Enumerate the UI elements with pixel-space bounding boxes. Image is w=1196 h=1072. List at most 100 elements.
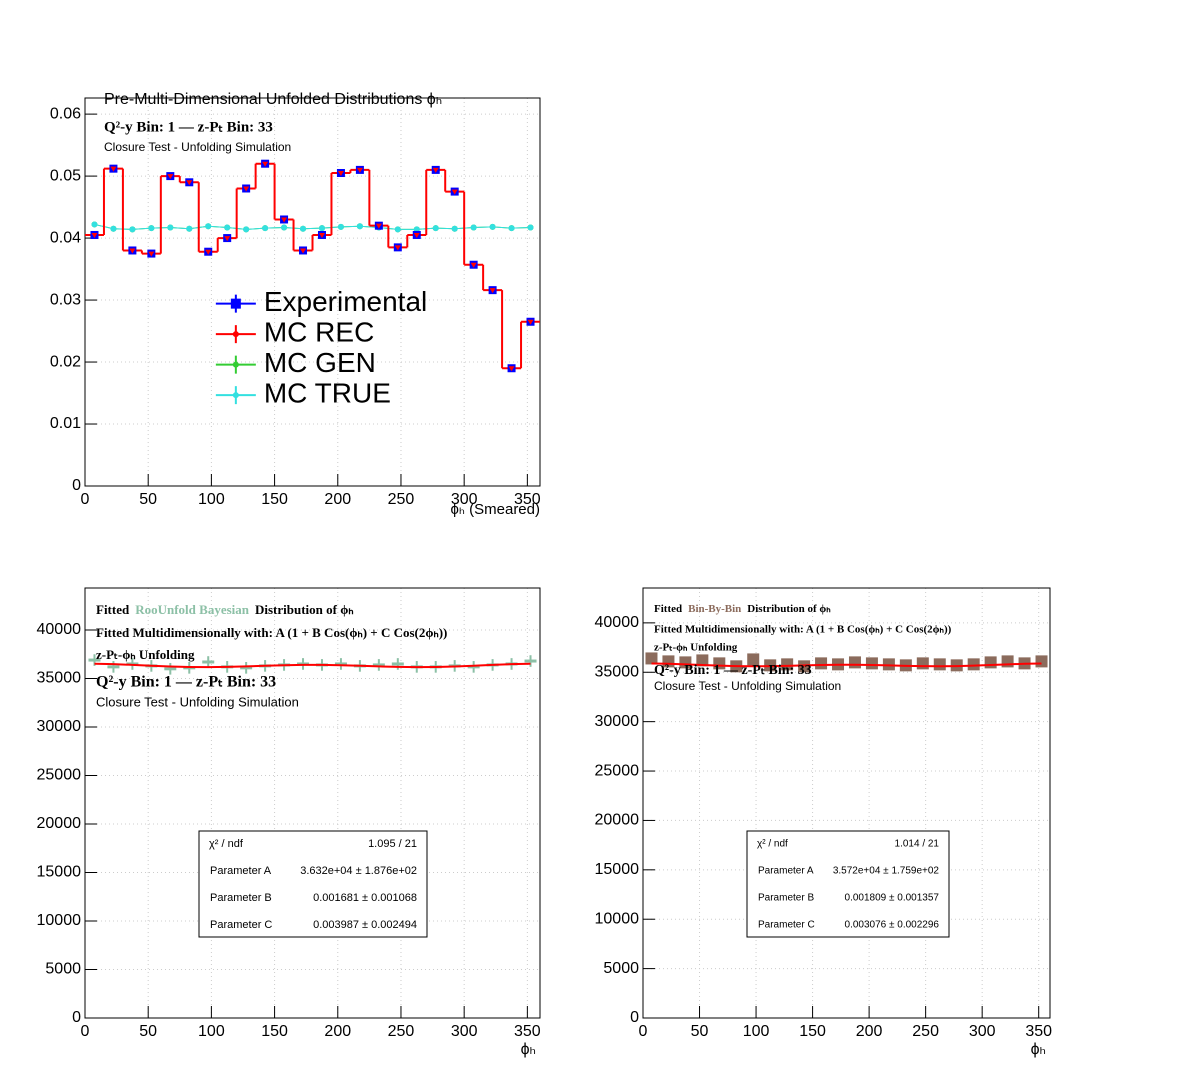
y-tick-label: 30000: [595, 713, 640, 730]
legend-marker: [232, 361, 239, 368]
stats-box: [746, 830, 950, 938]
stats-value: 1.095 / 21: [368, 838, 417, 850]
x-tick-label: 350: [514, 1023, 541, 1040]
series-line: [94, 223, 531, 230]
x-tick-label: 0: [81, 491, 90, 508]
legend-label: MC REC: [264, 317, 374, 348]
x-tick-label: 50: [139, 491, 157, 508]
method-name: Bin-By-Bin: [688, 603, 741, 615]
y-tick-label: 0.03: [50, 291, 81, 308]
point: [186, 225, 193, 232]
point: [470, 262, 477, 268]
point: [129, 226, 136, 233]
stats-value: 3.572e+04 ± 1.759e+02: [833, 866, 940, 877]
fit-formula: Fitted Multidimensionally with: A (1 + B…: [654, 624, 952, 636]
x-tick-label: 50: [139, 1023, 157, 1040]
x-tick-label: 350: [514, 491, 541, 508]
x-tick-label: 150: [261, 491, 288, 508]
point: [337, 170, 344, 176]
point: [300, 225, 307, 232]
point: [451, 225, 458, 232]
point: [882, 658, 895, 671]
x-tick-label: 300: [969, 1023, 996, 1040]
title-text: Distribution of ϕₕ: [747, 603, 831, 615]
point: [356, 167, 363, 173]
y-tick-label: 40000: [37, 621, 82, 638]
plot-frame: [642, 587, 1051, 1019]
point: [781, 658, 794, 671]
y-tick-label: 20000: [595, 812, 640, 829]
stats-value: 1.014 / 21: [895, 839, 940, 850]
point: [281, 217, 288, 223]
y-tick-label: 0: [630, 1009, 639, 1026]
panel-title: Fitted RooUnfold Bayesian Distribution of …: [96, 602, 354, 617]
stats-label: Parameter C: [758, 920, 815, 931]
point: [432, 167, 439, 173]
y-tick-label: 5000: [603, 960, 639, 977]
x-tick-label: 100: [743, 1023, 770, 1040]
y-tick-label: 0.01: [50, 415, 81, 432]
legend-marker: [230, 298, 241, 309]
point: [262, 225, 269, 232]
y-tick-label: 25000: [595, 762, 640, 779]
point: [167, 224, 174, 231]
point: [933, 658, 946, 671]
point: [489, 288, 496, 294]
point: [148, 251, 155, 257]
annotation: Closure Test - Unfolding Simulation: [654, 679, 841, 693]
stats-value: 0.001809 ± 0.001357: [845, 893, 940, 904]
x-tick-label: 200: [324, 1023, 351, 1040]
point: [1035, 655, 1048, 668]
point: [489, 223, 496, 230]
y-tick-label: 20000: [37, 815, 82, 832]
x-tick-label: 0: [639, 1023, 648, 1040]
stats-label: Parameter A: [758, 866, 814, 877]
x-tick-label: 200: [324, 491, 351, 508]
y-tick-label: 0.04: [50, 229, 81, 246]
x-tick-label: 300: [451, 491, 478, 508]
y-tick-label: 0.02: [50, 353, 81, 370]
point: [865, 657, 878, 670]
point: [110, 166, 117, 172]
stats-value: 0.001681 ± 0.001068: [313, 892, 417, 904]
y-tick-label: 10000: [37, 912, 82, 929]
point: [394, 245, 401, 251]
point: [645, 652, 658, 665]
point: [527, 224, 534, 231]
point: [281, 224, 288, 231]
point: [375, 223, 382, 229]
point: [815, 657, 828, 670]
point: [318, 225, 325, 232]
point: [129, 248, 136, 254]
subtitle: Q²-y Bin: 1 — z-Pₜ Bin: 33: [654, 663, 812, 678]
point: [432, 225, 439, 232]
x-tick-label: 200: [856, 1023, 883, 1040]
stats-value: 0.003987 ± 0.002494: [313, 919, 417, 931]
chart: 0 50 100 150 200 250 300 350 0 5000 10000 15000 2000…: [37, 587, 541, 1058]
unfolding-label: z-Pₜ-ϕₕ Unfolding: [96, 647, 195, 662]
annotation: Closure Test - Unfolding Simulation: [96, 694, 299, 709]
point: [300, 248, 307, 254]
point: [186, 180, 193, 186]
legend-label: MC GEN: [264, 347, 376, 378]
stats-value: 3.632e+04 ± 1.876e+02: [300, 865, 417, 877]
stats-label: Parameter B: [210, 892, 272, 904]
y-tick-label: 0: [72, 477, 81, 494]
y-tick-label: 30000: [37, 718, 82, 735]
point: [696, 654, 709, 667]
y-tick-label: 0.05: [50, 167, 81, 184]
point: [470, 224, 477, 231]
point: [356, 223, 363, 230]
point: [1001, 655, 1014, 668]
title-text: Fitted: [96, 602, 130, 617]
stats-value: 0.003076 ± 0.002296: [845, 920, 940, 931]
point: [167, 174, 174, 180]
x-tick-label: 100: [198, 491, 225, 508]
point: [508, 225, 515, 232]
y-tick-label: 0.06: [50, 105, 81, 122]
point: [967, 658, 980, 671]
point: [451, 189, 458, 195]
chart: 0 50 100 150 200 250 300 350 0 0.01 0.02 0.03 0.04 0.…: [50, 91, 541, 518]
fit-line: [94, 662, 531, 669]
